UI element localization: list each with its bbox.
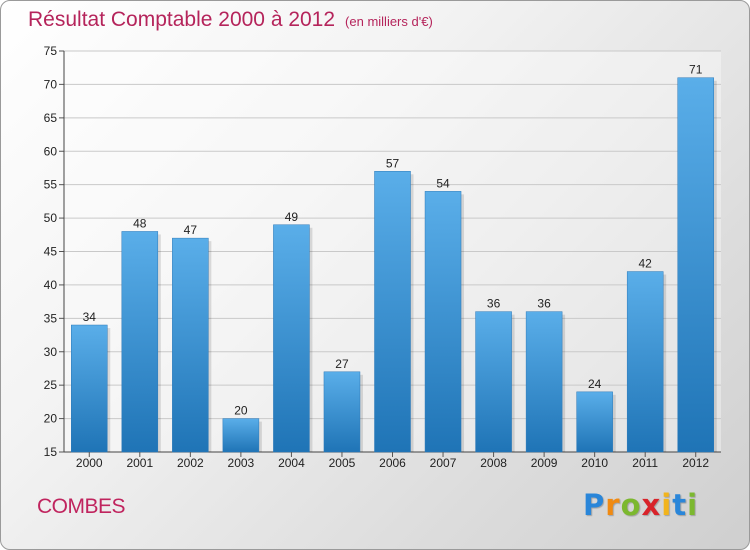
logo-letter: P bbox=[583, 488, 606, 522]
proxiti-logo: Proxiti bbox=[583, 488, 698, 522]
x-tick-label: 2003 bbox=[228, 456, 255, 470]
bar bbox=[71, 324, 108, 453]
y-tick-label: 40 bbox=[44, 278, 58, 292]
chart-title-text: Résultat Comptable 2000 à 2012 bbox=[28, 8, 336, 31]
logo-letter: o bbox=[620, 488, 642, 522]
y-tick-label: 50 bbox=[44, 211, 58, 225]
y-tick-label: 55 bbox=[44, 178, 58, 192]
x-tick-label: 2000 bbox=[76, 456, 103, 470]
x-tick-label: 2005 bbox=[329, 456, 356, 470]
x-tick-label: 2004 bbox=[278, 456, 305, 470]
bar bbox=[525, 311, 563, 453]
bar bbox=[626, 271, 664, 453]
y-tick-label: 70 bbox=[44, 77, 58, 91]
bar-value-label: 54 bbox=[436, 176, 450, 190]
bar-value-label: 49 bbox=[285, 210, 299, 224]
bar-value-label: 27 bbox=[335, 357, 349, 371]
y-tick-label: 25 bbox=[44, 378, 58, 392]
bar-value-label: 71 bbox=[689, 63, 703, 77]
y-tick-label: 45 bbox=[44, 245, 58, 259]
bar bbox=[273, 224, 310, 453]
bar bbox=[121, 231, 159, 453]
chart-unit: (en milliers d'€) bbox=[345, 14, 433, 29]
bar-value-label: 36 bbox=[487, 297, 501, 311]
bar-value-label: 20 bbox=[234, 404, 248, 418]
bar bbox=[374, 171, 411, 453]
bar-value-label: 42 bbox=[639, 257, 653, 271]
y-tick-label: 20 bbox=[44, 412, 58, 426]
y-tick-label: 60 bbox=[44, 144, 58, 158]
bar bbox=[475, 311, 512, 453]
x-tick-label: 2012 bbox=[682, 456, 709, 470]
y-tick-label: 65 bbox=[44, 111, 58, 125]
x-tick-label: 2009 bbox=[531, 456, 558, 470]
x-tick-label: 2011 bbox=[632, 456, 658, 470]
x-tick-label: 2010 bbox=[581, 456, 608, 470]
y-tick-label: 75 bbox=[44, 44, 58, 58]
bar bbox=[323, 371, 361, 453]
bar-value-label: 57 bbox=[386, 156, 400, 170]
y-tick-label: 35 bbox=[44, 311, 58, 325]
bar bbox=[222, 418, 260, 453]
bar-value-label: 24 bbox=[588, 377, 602, 391]
y-tick-label: 30 bbox=[44, 345, 58, 359]
x-tick-label: 2008 bbox=[480, 456, 507, 470]
bar bbox=[172, 237, 209, 453]
x-tick-label: 2002 bbox=[177, 456, 204, 470]
x-tick-label: 2007 bbox=[430, 456, 457, 470]
logo-letter: t bbox=[672, 488, 688, 522]
logo-letter: x bbox=[641, 488, 662, 522]
bar bbox=[677, 77, 714, 453]
y-tick-label: 15 bbox=[44, 445, 58, 459]
logo-letter: r bbox=[605, 488, 621, 522]
bar bbox=[424, 191, 462, 453]
commune-name: COMBES bbox=[37, 495, 126, 518]
bar bbox=[576, 391, 613, 453]
x-tick-label: 2001 bbox=[126, 456, 153, 470]
bar-value-label: 47 bbox=[184, 223, 198, 237]
x-tick-label: 2006 bbox=[379, 456, 406, 470]
chart-title: Résultat Comptable 2000 à 2012 (en millie… bbox=[28, 8, 433, 32]
bar-value-label: 48 bbox=[133, 216, 147, 230]
bar-value-label: 34 bbox=[83, 310, 97, 324]
logo-letter: i bbox=[661, 488, 673, 522]
logo-letter: i bbox=[687, 488, 699, 522]
bar-value-label: 36 bbox=[537, 297, 551, 311]
